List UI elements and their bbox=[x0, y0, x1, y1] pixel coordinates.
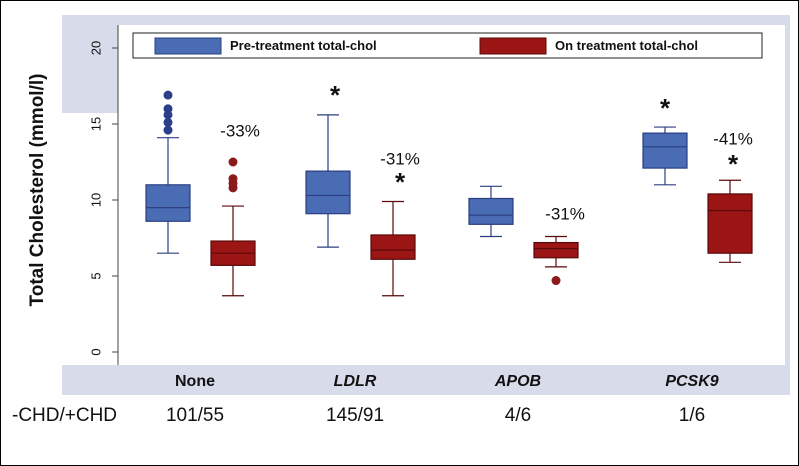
footer-value: 101/55 bbox=[166, 405, 224, 426]
y-tick-label: 20 bbox=[88, 41, 103, 55]
x-tick-label: APOB bbox=[494, 373, 541, 390]
box bbox=[145, 184, 191, 222]
outlier bbox=[163, 90, 173, 100]
x-tick-label: LDLR bbox=[334, 373, 377, 390]
plot-area bbox=[118, 25, 785, 365]
legend-label: On treatment total-chol bbox=[555, 38, 698, 53]
annotation: -31% bbox=[545, 204, 585, 223]
outlier bbox=[163, 125, 173, 135]
box bbox=[468, 197, 514, 225]
footer-value: 145/91 bbox=[326, 405, 384, 426]
annotation: * bbox=[728, 149, 739, 179]
legend-swatch bbox=[154, 37, 222, 55]
footer-label: -CHD/+CHD bbox=[12, 405, 117, 426]
box bbox=[305, 170, 351, 215]
outlier bbox=[551, 276, 561, 286]
outlier bbox=[228, 174, 238, 184]
y-tick-label: 15 bbox=[88, 117, 103, 131]
outlier bbox=[163, 117, 173, 127]
legend-label: Pre-treatment total-chol bbox=[230, 38, 377, 53]
box bbox=[642, 132, 688, 169]
y-tick-label: 0 bbox=[88, 348, 103, 355]
box bbox=[533, 241, 579, 259]
outlier bbox=[163, 104, 173, 114]
footer-value: 4/6 bbox=[505, 405, 531, 426]
y-tick-label: 5 bbox=[88, 272, 103, 279]
annotation: * bbox=[330, 80, 341, 110]
annotation: * bbox=[395, 167, 406, 197]
y-tick-label: 10 bbox=[88, 193, 103, 207]
annotation: -33% bbox=[220, 121, 260, 140]
outlier bbox=[228, 157, 238, 167]
annotation: * bbox=[660, 93, 671, 123]
legend bbox=[132, 32, 763, 59]
plot-area-extension bbox=[62, 113, 118, 365]
annotation: -31% bbox=[380, 149, 420, 168]
x-tick-label: PCSK9 bbox=[665, 373, 718, 390]
y-axis-label: Total Cholesterol (mmol/l) bbox=[27, 74, 48, 307]
annotation: -41% bbox=[713, 129, 753, 148]
x-tick-label: None bbox=[175, 373, 215, 390]
box bbox=[707, 193, 753, 254]
legend-swatch bbox=[479, 37, 547, 55]
footer-value: 1/6 bbox=[679, 405, 705, 426]
box bbox=[370, 234, 416, 260]
